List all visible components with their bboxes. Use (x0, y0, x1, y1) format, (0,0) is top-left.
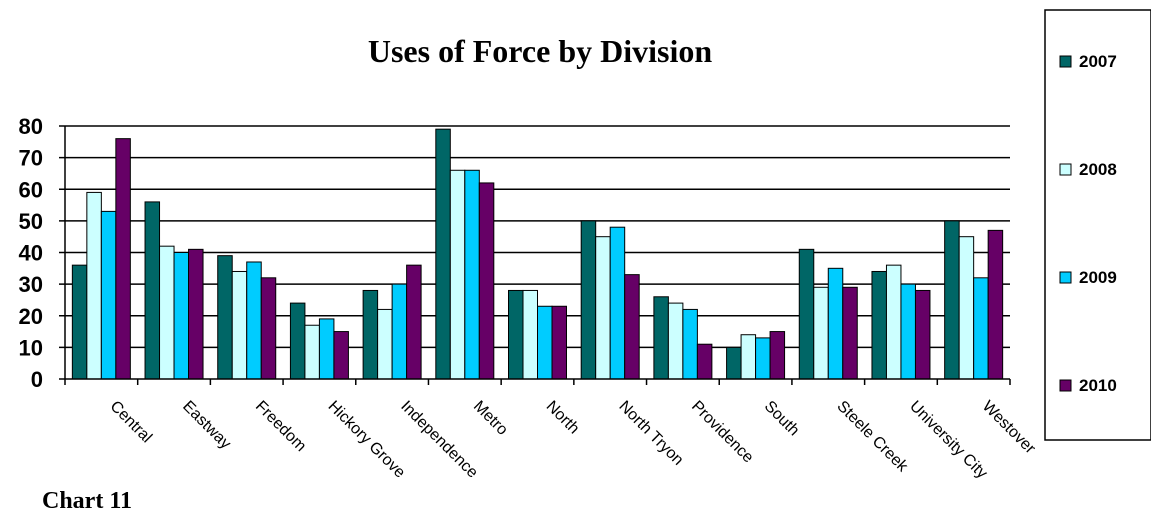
bar-2008-freedom (231, 270, 248, 380)
x-category-label: Providence (688, 398, 757, 467)
bar-2007-south (726, 346, 742, 380)
chart-caption: Chart 11 (42, 488, 132, 512)
bar-2008-providence (667, 302, 684, 380)
bar-2009-metro (464, 169, 480, 380)
bar-2007-central (71, 264, 88, 380)
bar-2010-independence (406, 264, 422, 380)
bar-2007-freedom (217, 255, 233, 380)
bar-2010-south (769, 331, 786, 380)
bar-2007-north-tryon (580, 220, 597, 380)
y-tick-label: 20 (19, 304, 43, 329)
bar-2009-independence (391, 283, 408, 380)
bar-2007-independence (362, 289, 379, 380)
bar-2010-steele-creek (842, 286, 858, 380)
x-category-label: Hickory Grove (325, 398, 409, 482)
x-axis-categories: Central Eastway Freedom Hickory GroveIndepe… (107, 398, 1039, 482)
legend-label-2008: 2008 (1079, 160, 1117, 179)
bar-2007-hickory-grove (289, 302, 306, 380)
legend-label-2007: 2007 (1079, 52, 1117, 71)
bar-2009-university-city (900, 283, 916, 380)
x-category-label: University City (906, 398, 990, 482)
legend-swatch-2007 (1059, 55, 1072, 68)
bar-2007-university-city (871, 270, 887, 380)
bar-2008-westover (958, 236, 975, 380)
bar-2008-hickory-grove (304, 324, 320, 380)
bar-2007-providence (653, 296, 669, 380)
bar-2009-south (755, 337, 771, 380)
bar-2008-south (740, 334, 757, 380)
bar-2008-eastway (159, 245, 175, 380)
x-category-label: Metro (470, 398, 511, 439)
bar-2010-university-city (914, 289, 931, 380)
bar-2009-westover (973, 277, 989, 380)
bar-2007-eastway (144, 201, 161, 380)
x-category-label: Eastway (179, 398, 234, 453)
bar-2009-north-tryon (609, 226, 626, 380)
bar-2007-steele-creek (798, 248, 815, 380)
bar-2009-north (537, 305, 553, 380)
x-category-label: Freedom (252, 398, 309, 455)
bar-2010-westover (987, 229, 1004, 380)
bar-2009-eastway (173, 252, 190, 380)
bar-2008-independence (377, 308, 393, 380)
bar-series (71, 128, 1004, 380)
bar-2007-north (508, 289, 524, 380)
y-tick-label: 70 (19, 146, 43, 171)
x-category-label: North Tryon (615, 398, 686, 469)
bar-2010-metro (478, 182, 495, 380)
bar-2010-providence (696, 343, 713, 380)
x-category-label: South (761, 398, 803, 440)
y-tick-label: 10 (19, 335, 43, 360)
x-category-label: Central (107, 398, 155, 446)
bar-2010-central (115, 138, 131, 380)
bar-2009-central (100, 210, 117, 380)
y-tick-label: 0 (31, 367, 43, 392)
legend-swatch-2008 (1059, 163, 1072, 176)
bar-2009-providence (682, 308, 698, 380)
bar-2007-metro (435, 128, 451, 380)
x-category-label: Steele Creek (833, 398, 911, 476)
bar-2009-steele-creek (827, 267, 844, 380)
bar-2008-university-city (885, 264, 902, 380)
y-tick-label: 60 (19, 177, 43, 202)
y-tick-label: 50 (19, 209, 43, 234)
legend-label-2009: 2009 (1079, 268, 1117, 287)
legend-box (1044, 9, 1151, 441)
legend-swatch-2009 (1059, 271, 1072, 284)
y-tick-label: 80 (19, 114, 43, 139)
bar-2007-westover (944, 220, 960, 380)
bar-2010-eastway (188, 248, 204, 380)
bar-2008-north (522, 289, 538, 380)
x-category-label: Westover (979, 398, 1039, 458)
bar-2008-north-tryon (595, 236, 611, 380)
x-category-label: Independence (397, 398, 481, 482)
y-axis-ticks: 0 10 20 30 40 50 60 70 80 (19, 114, 65, 392)
bar-2010-north-tryon (624, 274, 640, 380)
legend: 2007 2008 2009 2010 (1044, 9, 1151, 441)
x-category-label: North (543, 398, 583, 438)
legend-label-2010: 2010 (1079, 376, 1117, 395)
bar-2010-freedom (260, 277, 277, 380)
legend-swatch-2010 (1059, 379, 1072, 392)
y-tick-label: 30 (19, 272, 43, 297)
bar-2008-steele-creek (813, 286, 829, 380)
bar-2010-hickory-grove (333, 331, 349, 380)
chart-title: Uses of Force by Division (368, 33, 712, 69)
y-tick-label: 40 (19, 241, 43, 266)
bar-2009-hickory-grove (318, 318, 335, 380)
bar-2008-central (86, 191, 102, 380)
bar-2008-metro (449, 169, 466, 380)
bar-2009-freedom (246, 261, 262, 380)
bar-2010-north (551, 305, 567, 380)
